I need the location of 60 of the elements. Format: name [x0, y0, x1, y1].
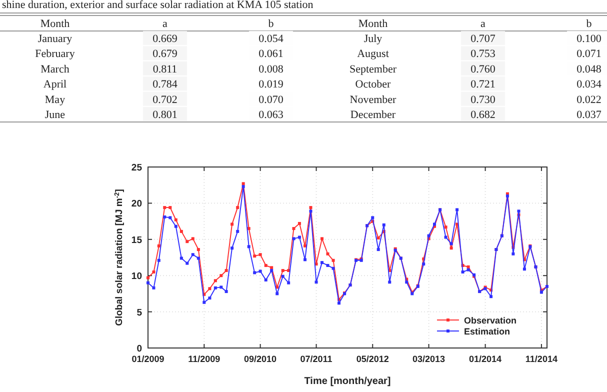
x-tick-label: 11/2009 [188, 354, 220, 364]
x-axis-title: Time [month/year] [304, 376, 391, 387]
data-label: 0.801 [152, 109, 178, 121]
data-label: 0.702 [152, 94, 178, 106]
x-tick-label: 01/2009 [132, 354, 164, 364]
data-label: 0.707 [470, 33, 496, 45]
data-label: 0.008 [258, 63, 284, 76]
data-label: 0.100 [576, 33, 602, 45]
data-label: 0.071 [576, 48, 602, 60]
legend-label: Observation [464, 316, 517, 326]
data-label: 0.811 [152, 63, 178, 76]
data-label: 0.760 [470, 63, 496, 76]
y-tick-label: January [38, 33, 73, 45]
x-tick-label: 11/2014 [525, 354, 558, 364]
y-tick-label: December [350, 109, 396, 121]
x-tick-label: 07/2011 [300, 354, 332, 364]
data-label: 0.034 [576, 78, 602, 91]
data-label: 0.784 [152, 78, 178, 91]
data-label: 0.019 [258, 78, 284, 91]
y-tick-label: 15 [131, 234, 143, 246]
y-tick-label: 10 [131, 271, 142, 282]
data-label: 0.061 [258, 48, 284, 60]
y-tick-label: July [364, 33, 383, 45]
x-tick-label: 09/2010 [244, 354, 277, 364]
y-tick-label: 25 [131, 162, 143, 174]
data-label: 0.730 [470, 94, 496, 106]
data-label: 0.037 [576, 109, 602, 121]
y-tick-label: August [357, 48, 389, 60]
y-tick-label: February [35, 48, 76, 60]
y-tick-label: June [44, 109, 66, 121]
y-axis-title: Month [40, 18, 70, 30]
data-label: 0.063 [258, 109, 284, 121]
data-label: 0.022 [576, 94, 602, 106]
data-label: 0.682 [470, 109, 496, 121]
x-tick-label: 05/2012 [356, 354, 389, 364]
y-tick-label: April [43, 78, 67, 91]
y-tick-label: May [44, 94, 66, 106]
y-tick-label: 5 [136, 307, 143, 318]
y-tick-label: 20 [131, 198, 142, 210]
x-tick-label: a [480, 18, 486, 30]
legend-label: Estimation [464, 326, 510, 336]
y-axis-title: Month [358, 18, 388, 30]
data-label: 0.721 [470, 78, 496, 91]
data-label: 0.048 [576, 63, 602, 76]
y-tick-label: September [349, 63, 397, 76]
data-label: 0.054 [258, 33, 284, 45]
x-tick-label: 03/2013 [412, 354, 446, 364]
x-tick-label: b [586, 18, 592, 30]
data-label: 0.669 [152, 33, 178, 45]
data-label: 0.070 [258, 94, 284, 106]
data-label: 0.753 [470, 48, 496, 60]
y-tick-label: March [40, 63, 70, 76]
y-tick-label: November [350, 94, 397, 106]
y-tick-label: October [355, 78, 392, 91]
y-tick-label: 0 [136, 344, 142, 354]
data-label: 0.679 [152, 48, 178, 60]
x-tick-label: 01/2014 [469, 354, 502, 364]
x-tick-label: b [268, 18, 274, 30]
x-tick-label: a [162, 18, 168, 30]
chart-title: shine duration, exterior and surface solar radiation at KMA 105 station [2, 0, 314, 11]
